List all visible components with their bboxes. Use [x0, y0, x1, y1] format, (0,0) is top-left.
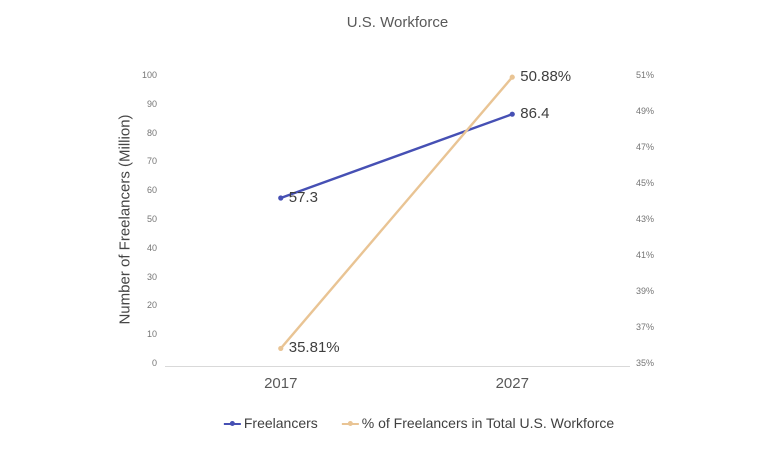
data-point — [278, 345, 284, 352]
right-axis-tick: 51% — [636, 70, 655, 80]
right-axis-tick: 39% — [636, 286, 655, 296]
data-point-label: 57.3 — [288, 188, 318, 206]
legend-item-pct-workforce: % of Freelancers in Total U.S. Workforce — [341, 415, 615, 431]
right-axis-tick: 49% — [636, 106, 655, 116]
chart-title: U.S. Workforce — [346, 14, 449, 31]
right-axis-tick: 41% — [636, 250, 655, 260]
legend-label-pct-workforce: % of Freelancers in Total U.S. Workforce — [361, 415, 615, 431]
right-axis-tick: 35% — [636, 358, 655, 368]
right-axis-tick: 45% — [636, 178, 655, 188]
left-axis-tick: 80 — [146, 127, 157, 138]
line-marker-icon — [341, 419, 359, 428]
left-axis-tick: 50 — [146, 214, 157, 224]
data-point-label: 86.4 — [520, 105, 550, 123]
data-point-label: 35.81% — [288, 339, 340, 357]
legend: Freelancers % of Freelancers in Total U.… — [223, 415, 615, 431]
data-point — [509, 74, 515, 80]
data-point — [278, 195, 284, 201]
data-point-label: 50.88% — [520, 68, 572, 86]
data-point — [509, 111, 515, 117]
legend-label-freelancers: Freelancers — [243, 415, 318, 431]
left-axis-tick: 90 — [146, 98, 157, 109]
right-axis-tick: 43% — [636, 214, 655, 224]
left-axis-tick: 60 — [146, 185, 157, 196]
left-axis-tick: 100 — [141, 70, 157, 80]
line-marker-icon — [223, 419, 241, 428]
series-line — [280, 113, 513, 200]
left-axis-tick: 70 — [146, 156, 157, 167]
left-axis-tick: 40 — [146, 242, 157, 253]
right-axis-tick: 37% — [636, 322, 655, 332]
legend-item-freelancers: Freelancers — [223, 415, 318, 431]
x-axis-line — [165, 366, 630, 367]
left-axis-tick: 0 — [151, 358, 157, 368]
left-axis-tick: 20 — [146, 300, 157, 311]
series-line — [279, 76, 514, 350]
left-axis-tick: 30 — [146, 271, 157, 282]
x-axis-tick: 2017 — [264, 375, 298, 392]
x-axis-tick: 2027 — [495, 375, 529, 392]
left-axis-tick: 10 — [146, 329, 157, 340]
right-axis-tick: 47% — [636, 142, 655, 152]
